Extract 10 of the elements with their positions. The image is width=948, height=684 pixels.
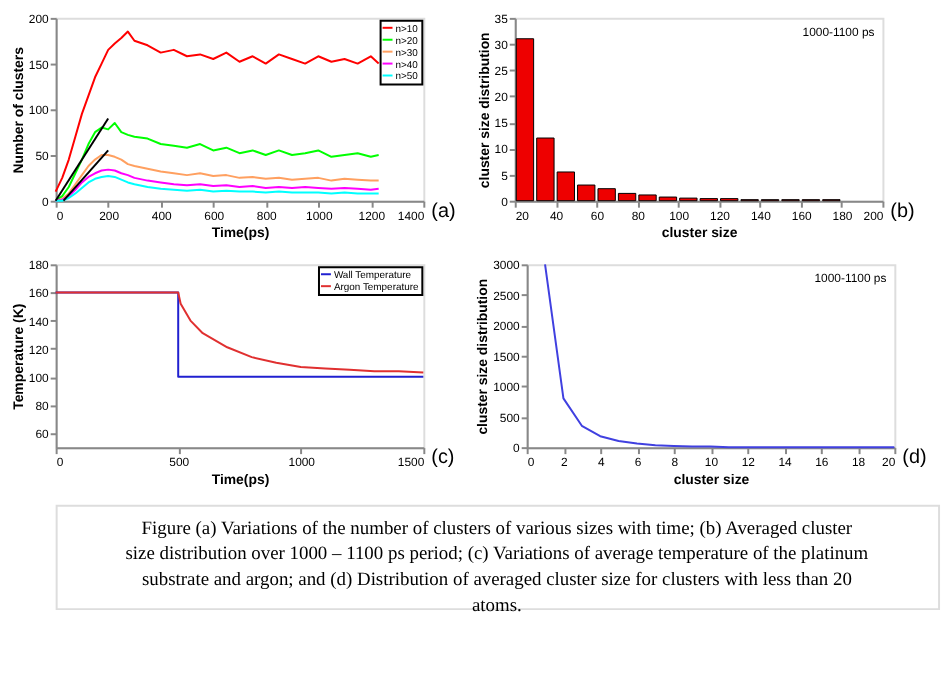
text: (d) — [902, 447, 927, 470]
line-series — [54, 175, 380, 202]
line-series — [544, 263, 896, 449]
line-series — [54, 122, 380, 202]
line-series — [54, 168, 380, 202]
text: (c) — [431, 447, 455, 470]
text: (b) — [890, 200, 915, 223]
line-series — [54, 154, 380, 202]
text: (a) — [431, 200, 456, 223]
text: Figure (a) Variations of the number of clusters of various sizes with time; (b) Averaged cluster size distribution over 1000 – 1100 ps period; (c) Variations of average temperature of the platinum substrate and argon; and (d) Distribution of averaged cluster size for clusters with less than 20 atoms. — [125, 519, 870, 618]
